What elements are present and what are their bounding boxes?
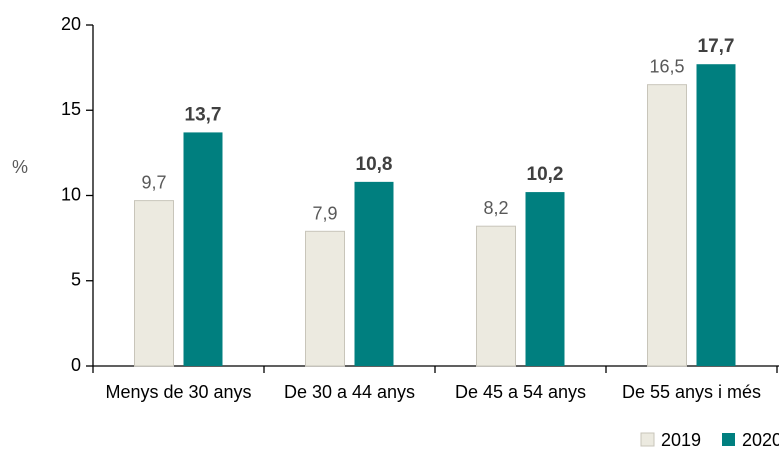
data-label-2019-2: 8,2: [483, 198, 508, 218]
data-label-2020-1: 10,8: [356, 154, 393, 175]
data-label-2020-0: 13,7: [185, 104, 222, 125]
data-label-2019-1: 7,9: [312, 203, 337, 223]
bar-2020-1: [354, 181, 394, 366]
data-label-2020-3: 17,7: [698, 36, 735, 57]
y-tick-label: 20: [61, 14, 81, 34]
legend-label-2019: 2019: [661, 430, 701, 450]
bar-2019-3: [647, 84, 687, 367]
axes: 0 5 10 15 20 Menys de 30 anys De 30 a 44 anys D…: [61, 14, 779, 402]
y-tick-label: 15: [61, 99, 81, 119]
data-label-2019-0: 9,7: [141, 173, 166, 193]
bar-2020-3: [696, 64, 736, 366]
data-label-2020-2: 10,2: [527, 164, 564, 185]
legend-swatch-2019: [640, 432, 655, 447]
x-tick-label: De 30 a 44 anys: [284, 382, 415, 402]
legend-label-2020: 2020: [742, 430, 779, 450]
y-axis-label: %: [12, 157, 28, 177]
y-tick-label: 10: [61, 184, 81, 204]
bar-2019-2: [476, 225, 516, 367]
x-tick-label: De 55 anys i més: [622, 382, 761, 402]
bar-2020-2: [525, 192, 565, 366]
bars: [134, 64, 736, 367]
y-tick-label: 0: [71, 355, 81, 375]
bar-2019-0: [134, 200, 174, 367]
data-labels: 9,7 7,9 8,2 16,5 13,7 10,8 10,2 17,7: [141, 36, 734, 223]
x-tick-label: De 45 a 54 anys: [455, 382, 586, 402]
legend-swatch-2020: [722, 433, 735, 446]
bar-2019-1: [305, 230, 345, 367]
y-tick-label: 5: [71, 270, 81, 290]
legend: 2019 2020: [640, 430, 779, 450]
x-tick-label: Menys de 30 anys: [105, 382, 251, 402]
bar-2020-0: [183, 132, 223, 366]
data-label-2019-3: 16,5: [649, 57, 684, 77]
